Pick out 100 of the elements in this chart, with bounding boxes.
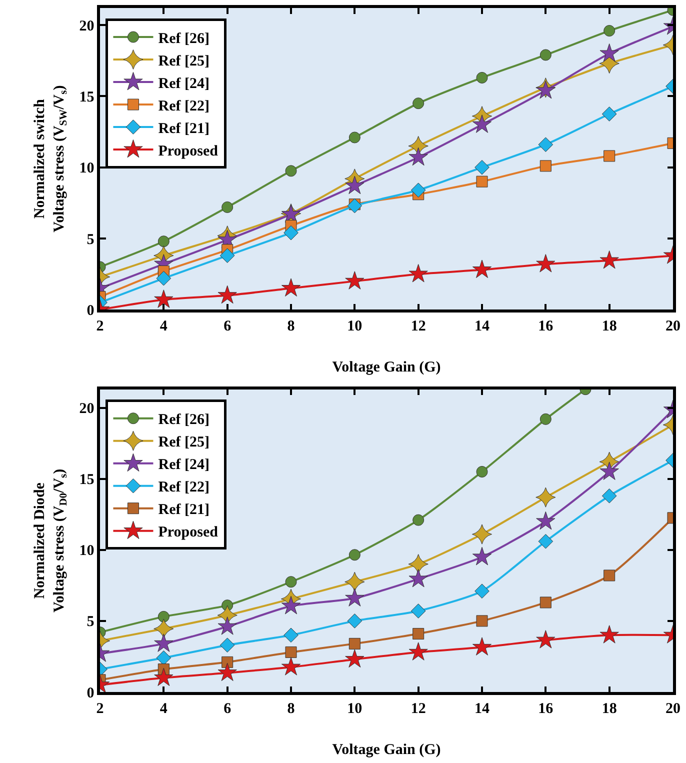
point (472, 524, 492, 544)
y-tick-label: 15 (79, 89, 94, 106)
point (154, 290, 174, 308)
x-tick-label: 6 (224, 318, 232, 334)
x-axis-title: Voltage Gain (G) (332, 359, 441, 376)
point (408, 264, 428, 282)
legend-label: Ref [21] (158, 120, 210, 137)
x-tick-label: 14 (474, 700, 490, 717)
point (285, 165, 297, 177)
point (476, 72, 488, 84)
point (284, 225, 298, 240)
point (156, 650, 172, 666)
y-tick-label: 5 (86, 232, 94, 248)
y-tick-label: 10 (79, 160, 94, 177)
legend-label: Ref [21] (158, 502, 210, 518)
legend-label: Proposed (158, 524, 219, 541)
point (540, 49, 552, 61)
y-tick-label: 15 (79, 472, 94, 488)
x-tick-label: 2 (96, 318, 104, 334)
x-tick-label: 8 (287, 318, 295, 334)
x-tick-label: 10 (347, 318, 362, 334)
legend-label: Ref [25] (158, 434, 210, 451)
point (476, 466, 488, 478)
x-tick-label: 10 (347, 700, 362, 717)
point (281, 596, 301, 614)
point (476, 615, 488, 627)
point (472, 637, 492, 656)
point (220, 248, 235, 263)
point (218, 285, 237, 304)
point (344, 572, 365, 592)
y-tick-label: 5 (86, 614, 94, 630)
point (284, 628, 298, 643)
x-tick-label: 16 (538, 318, 554, 334)
x-tick-label: 6 (224, 700, 232, 717)
point (347, 198, 362, 214)
point (412, 98, 424, 110)
point (410, 182, 426, 198)
x-tick-label: 2 (96, 700, 104, 717)
legend-label: Ref [26] (158, 412, 210, 428)
x-tick-label: 8 (287, 700, 295, 717)
point (410, 604, 426, 618)
legend-label: Ref [22] (158, 98, 210, 114)
point (600, 43, 619, 62)
point (285, 646, 297, 658)
point (154, 668, 174, 686)
point (472, 546, 492, 566)
point (472, 260, 492, 278)
point (540, 413, 552, 425)
legend-label: Proposed (158, 143, 219, 160)
y-tick-label: 0 (86, 302, 94, 319)
x-tick-label: 12 (410, 700, 426, 717)
point (285, 576, 297, 588)
point (536, 511, 556, 530)
point (600, 250, 619, 269)
point (222, 656, 234, 668)
point (604, 150, 616, 162)
point (408, 568, 428, 588)
legend-label: Ref [24] (158, 76, 210, 92)
point (345, 176, 364, 194)
point (474, 160, 490, 175)
point (536, 487, 556, 508)
x-tick-label: 14 (474, 318, 490, 334)
point (472, 114, 492, 133)
point (604, 25, 616, 37)
legend-label: Ref [22] (158, 480, 210, 496)
point (538, 534, 554, 549)
point (600, 462, 619, 480)
legend-label: Ref [26] (158, 30, 210, 47)
y-tick-label: 10 (79, 543, 94, 560)
point (158, 610, 170, 622)
point (158, 236, 170, 248)
point (408, 642, 428, 660)
x-tick-label: 20 (666, 700, 680, 717)
point (474, 584, 490, 599)
legend-label: Ref [24] (158, 457, 210, 474)
point (476, 176, 488, 188)
y-tick-label: 20 (79, 401, 94, 418)
point (536, 254, 556, 272)
point (222, 201, 234, 213)
point (348, 638, 360, 650)
x-tick-label: 18 (602, 700, 617, 717)
point (345, 271, 364, 290)
point (347, 614, 362, 628)
point (412, 514, 424, 526)
point (538, 137, 554, 152)
point (540, 160, 552, 172)
point (281, 657, 301, 676)
y-tick-label: 20 (79, 18, 94, 34)
point (540, 596, 552, 608)
point (536, 630, 556, 648)
point (220, 638, 235, 653)
point (604, 570, 616, 582)
y-tick-label: 0 (86, 685, 94, 702)
x-tick-label: 16 (538, 700, 554, 717)
point (348, 549, 360, 561)
point (281, 278, 301, 296)
x-tick-label: 20 (666, 318, 680, 334)
point (154, 618, 174, 639)
legend-label: Ref [25] (158, 53, 210, 70)
point (408, 147, 428, 166)
